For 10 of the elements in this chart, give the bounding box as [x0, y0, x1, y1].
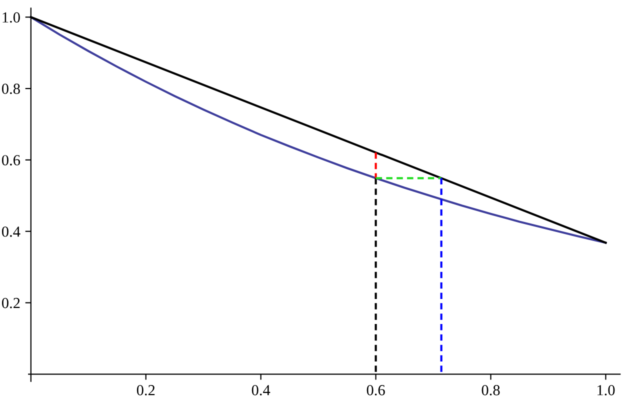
x-tick-label: 0.4: [252, 385, 270, 396]
x-tick-label: 1.0: [598, 385, 615, 396]
y-tick-label: 0.8: [2, 84, 20, 94]
y-tick-label: 1.0: [2, 12, 20, 23]
x-tick-label: 0.2: [136, 385, 155, 396]
x-tick-label: 0.6: [366, 385, 385, 396]
y-tick-label: 0.2: [2, 298, 20, 308]
y-tick-label: 0.4: [2, 226, 20, 237]
y-tick-label: 0.6: [2, 155, 20, 166]
x-tick-label: 0.8: [482, 385, 500, 396]
